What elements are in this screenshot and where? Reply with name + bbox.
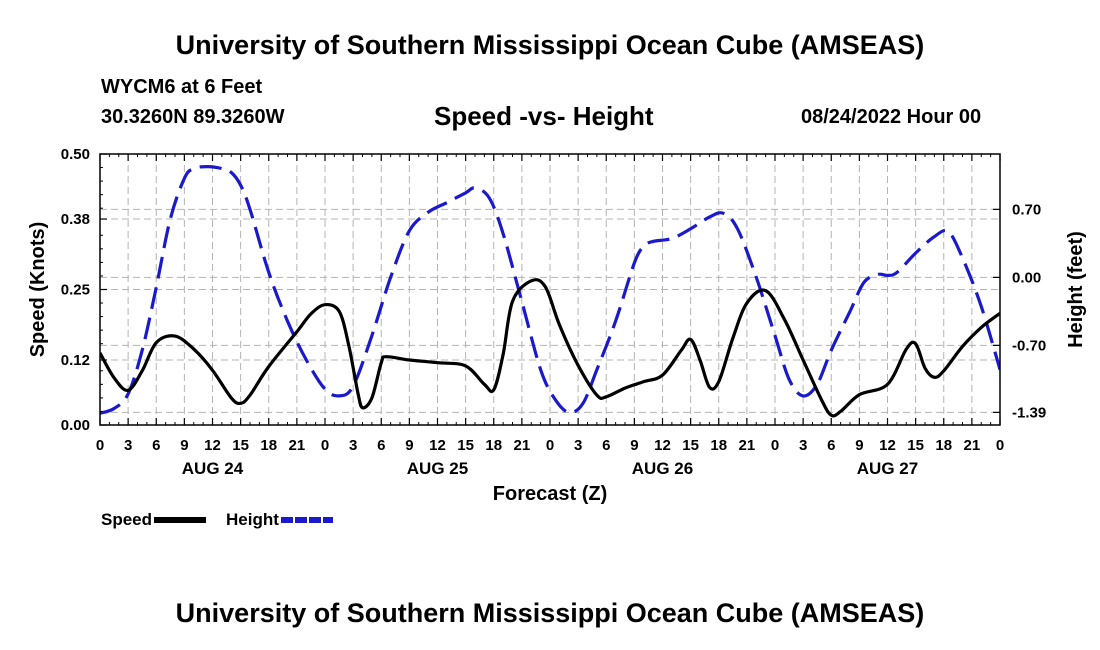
grid — [100, 154, 1000, 425]
x-tick-label: 18 — [935, 437, 952, 454]
day-label: AUG 27 — [857, 459, 918, 478]
x-axis-label: Forecast (Z) — [493, 483, 607, 505]
series-layer — [100, 165, 1000, 418]
forecast-date: 08/24/2022 Hour 00 — [801, 106, 982, 128]
x-tick-label: 0 — [321, 437, 329, 454]
series-height-line — [100, 165, 1000, 415]
station-name: WYCM6 at 6 Feet — [101, 76, 263, 98]
x-tick-label: 18 — [260, 437, 277, 454]
axes: 0 3 6 9 12 15 18 21 0 3 6 9 12 15 18 21 0 3 6 9 12 15 18 21 0 3 6 9… — [61, 146, 1046, 478]
x-tick-label: 9 — [405, 437, 413, 454]
x-tick-label: 6 — [152, 437, 160, 454]
x-tick-label: 21 — [514, 437, 531, 454]
legend-speed-swatch — [154, 517, 207, 523]
x-tick-label: 21 — [964, 437, 981, 454]
x-tick-label: 12 — [429, 437, 446, 454]
y-tick-label: 0.38 — [61, 211, 90, 228]
x-tick-label: 18 — [710, 437, 727, 454]
y-tick-label: 0.00 — [61, 417, 90, 434]
x-tick-label: 9 — [630, 437, 638, 454]
day-label: AUG 26 — [632, 459, 693, 478]
x-tick-label: 0 — [546, 437, 554, 454]
x-tick-label: 15 — [457, 437, 474, 454]
x-tick-label: 0 — [996, 437, 1004, 454]
y-tick-label: 0.25 — [61, 282, 90, 299]
x-tick-label: 6 — [827, 437, 835, 454]
page-title: University of Southern Mississippi Ocean… — [175, 30, 925, 60]
x-tick-label: 12 — [204, 437, 221, 454]
x-tick-label: 9 — [180, 437, 188, 454]
chart-title: Speed -vs- Height — [434, 101, 654, 131]
x-tick-label: 3 — [349, 437, 357, 454]
x-tick-label: 18 — [485, 437, 502, 454]
y2-tick-label: -1.39 — [1012, 404, 1046, 421]
x-tick-label: 21 — [739, 437, 756, 454]
day-label: AUG 25 — [407, 459, 468, 478]
x-tick-label: 21 — [289, 437, 306, 454]
series-speed-line — [100, 278, 1000, 418]
legend-height-swatch — [280, 517, 333, 523]
y2-axis-label: Height (feet) — [1065, 231, 1087, 348]
x-tick-label: 3 — [799, 437, 807, 454]
station-coordinates: 30.3260N 89.3260W — [101, 106, 285, 128]
x-tick-label: 15 — [682, 437, 699, 454]
y2-tick-label: 0.00 — [1012, 269, 1041, 286]
x-tick-label: 12 — [879, 437, 896, 454]
y-tick-label: 0.12 — [61, 352, 90, 369]
y2-tick-label: 0.70 — [1012, 201, 1041, 218]
x-tick-label: 12 — [654, 437, 671, 454]
y-tick-label: 0.50 — [61, 146, 90, 163]
x-tick-label: 15 — [907, 437, 924, 454]
footer-title: University of Southern Mississippi Ocean… — [175, 598, 925, 628]
y-axis-label: Speed (Knots) — [27, 222, 49, 358]
x-tick-label: 0 — [771, 437, 779, 454]
x-tick-label: 6 — [602, 437, 610, 454]
x-tick-label: 9 — [855, 437, 863, 454]
y2-tick-label: -0.70 — [1012, 337, 1046, 354]
x-tick-label: 15 — [232, 437, 249, 454]
x-tick-label: 0 — [96, 437, 104, 454]
x-tick-label: 6 — [377, 437, 385, 454]
legend-speed-label: Speed — [101, 510, 153, 529]
legend: Speed Height — [101, 510, 353, 530]
legend-height-label: Height — [226, 510, 279, 529]
day-label: AUG 24 — [182, 459, 244, 478]
x-tick-label: 3 — [574, 437, 582, 454]
x-tick-label: 3 — [124, 437, 132, 454]
